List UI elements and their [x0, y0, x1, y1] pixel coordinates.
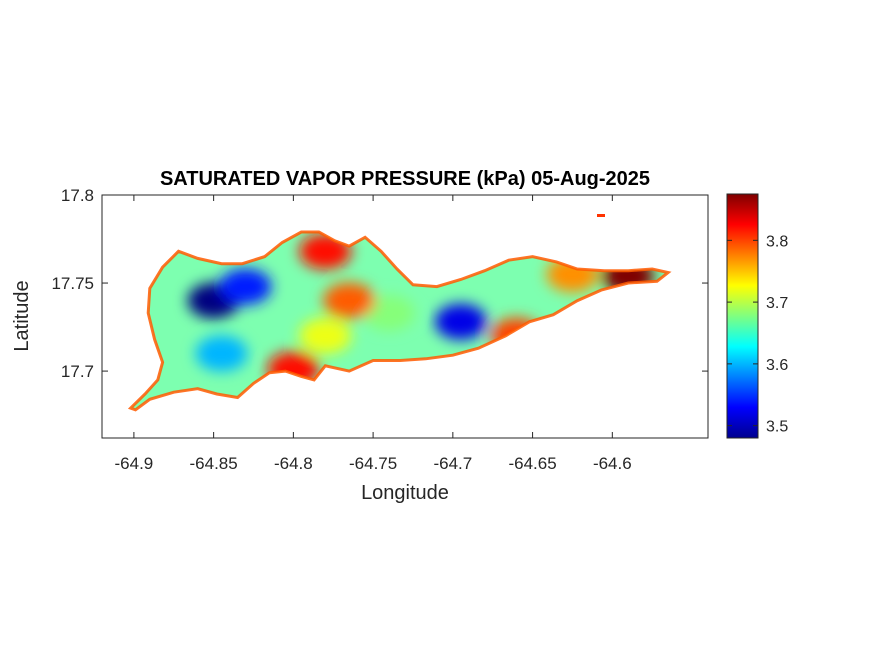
y-axis-ticks: 17.7 17.75 17.8: [51, 186, 708, 381]
value-blob: [299, 317, 352, 354]
x-axis-ticks: -64.9 -64.85 -64.8 -64.75 -64.7 -64.65 -64.6: [115, 195, 632, 473]
x-axis-label: Longitude: [361, 482, 449, 504]
y-tick-label: 17.8: [61, 186, 94, 205]
value-blob: [219, 268, 272, 305]
colorbar-ticks: 3.5 3.6 3.7 3.8: [727, 233, 788, 436]
small-islet: [597, 214, 605, 217]
y-tick-label: 17.75: [51, 274, 94, 293]
colorbar: [726, 193, 759, 439]
x-tick-label: -64.65: [508, 454, 556, 473]
value-blob: [363, 294, 416, 331]
colorbar-tick-label: 3.8: [766, 233, 788, 250]
value-blob: [195, 335, 248, 372]
colorbar-tick-label: 3.7: [766, 295, 788, 312]
island-outline: [127, 230, 672, 412]
chart-title: SATURATED VAPOR PRESSURE (kPa) 05-Aug-20…: [160, 168, 650, 190]
x-tick-label: -64.7: [433, 454, 472, 473]
y-axis-label: Latitude: [11, 280, 33, 351]
y-tick-label: 17.7: [61, 362, 94, 381]
x-tick-label: -64.75: [349, 454, 397, 473]
value-blob: [323, 282, 376, 319]
colorbar-tick-label: 3.5: [766, 419, 788, 436]
colorbar-tick-label: 3.6: [766, 357, 788, 374]
island-heatmap: [130, 232, 669, 410]
x-tick-label: -64.6: [593, 454, 632, 473]
x-tick-label: -64.8: [274, 454, 313, 473]
value-blob: [434, 303, 487, 340]
x-tick-label: -64.9: [115, 454, 154, 473]
x-tick-label: -64.85: [190, 454, 238, 473]
